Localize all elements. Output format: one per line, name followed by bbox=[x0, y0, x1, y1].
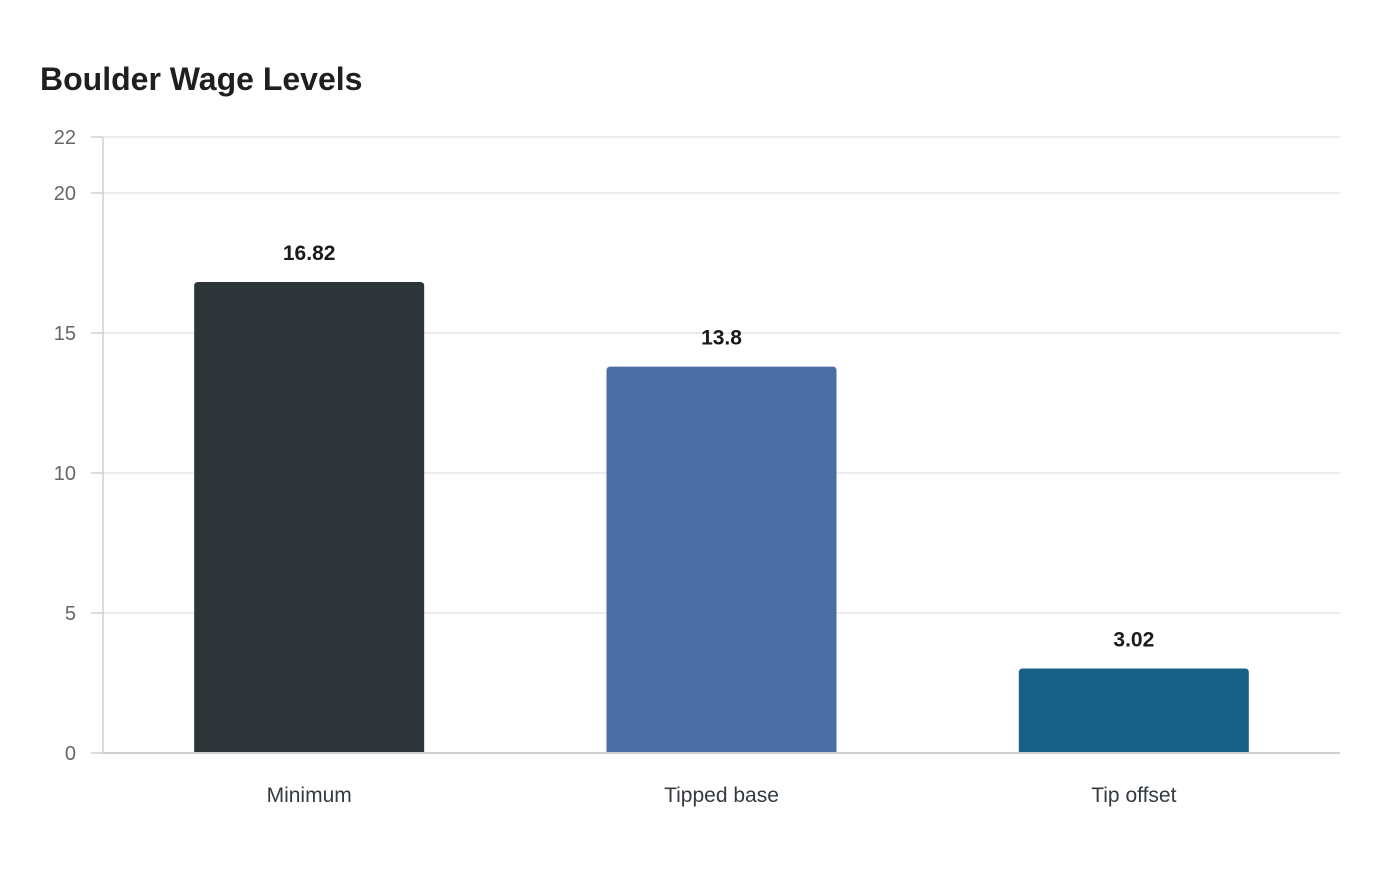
value-label: 16.82 bbox=[283, 242, 336, 265]
bar-tipped-base bbox=[606, 366, 837, 753]
y-tick-label: 15 bbox=[54, 323, 76, 345]
bars bbox=[194, 282, 1249, 753]
x-axis: Minimum Tipped base Tip offset bbox=[103, 752, 1340, 807]
bar-tip-offset bbox=[1018, 668, 1249, 753]
x-tick-label: Tip offset bbox=[1091, 784, 1176, 807]
chart-title: Boulder Wage Levels bbox=[40, 61, 363, 97]
y-tick-label: 5 bbox=[65, 603, 76, 625]
value-labels: 16.82 13.8 3.02 bbox=[283, 242, 1154, 651]
y-tick-label: 0 bbox=[65, 743, 76, 765]
x-tick-label: Minimum bbox=[267, 784, 352, 807]
value-label: 13.8 bbox=[701, 327, 742, 350]
y-tick-label: 10 bbox=[54, 463, 76, 485]
y-axis: 0 5 10 15 20 22 bbox=[54, 127, 104, 765]
x-tick-label: Tipped base bbox=[664, 784, 779, 807]
y-tick-label: 22 bbox=[54, 127, 76, 149]
value-label: 3.02 bbox=[1113, 628, 1154, 651]
bar-minimum bbox=[194, 282, 425, 753]
y-tick-label: 20 bbox=[54, 183, 76, 205]
